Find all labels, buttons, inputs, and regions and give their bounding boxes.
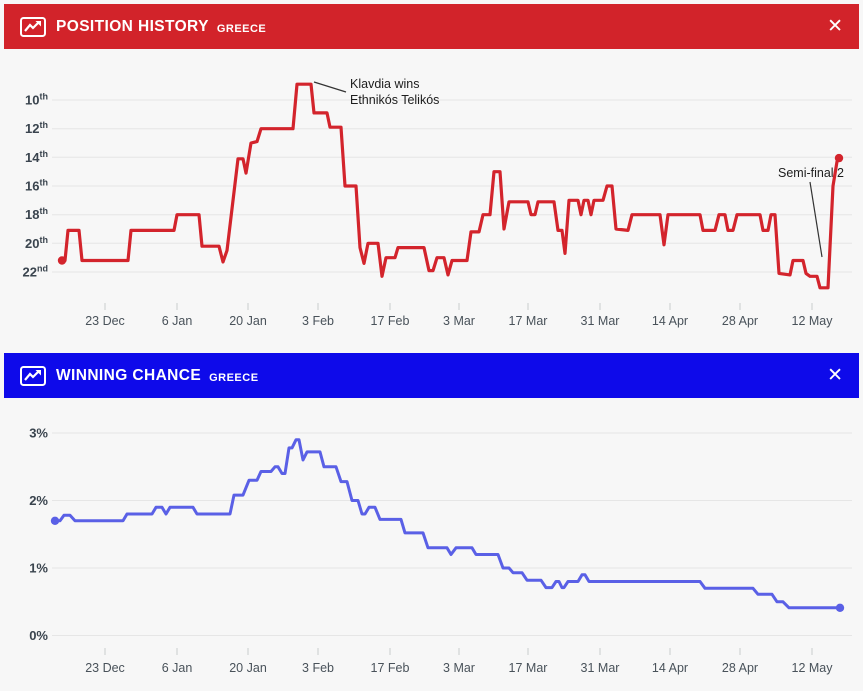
svg-text:31 Mar: 31 Mar xyxy=(581,661,620,675)
svg-text:Klavdia wins: Klavdia wins xyxy=(350,77,419,91)
svg-text:20 Jan: 20 Jan xyxy=(229,661,267,675)
panel-title: POSITION HISTORY xyxy=(56,17,209,35)
position-history-header: POSITION HISTORY GREECE ✕ xyxy=(4,4,859,49)
svg-text:6 Jan: 6 Jan xyxy=(162,661,193,675)
svg-text:16th: 16th xyxy=(25,178,48,194)
panel-subtitle: GREECE xyxy=(209,371,259,384)
svg-text:3 Mar: 3 Mar xyxy=(443,314,475,328)
svg-text:28 Apr: 28 Apr xyxy=(722,661,758,675)
svg-text:3 Feb: 3 Feb xyxy=(302,661,334,675)
svg-text:18th: 18th xyxy=(25,206,48,222)
winning-chance-chart: 3% 2% 1% 0% 23 Dec 6 Jan 20 Jan 3 Feb 17 Feb 3 Ma… xyxy=(29,426,852,675)
svg-text:14 Apr: 14 Apr xyxy=(652,314,688,328)
svg-text:2%: 2% xyxy=(29,493,48,508)
svg-text:17 Mar: 17 Mar xyxy=(509,661,548,675)
svg-text:12 May: 12 May xyxy=(792,314,834,328)
line-chart-icon xyxy=(20,16,46,37)
svg-text:1%: 1% xyxy=(29,561,48,576)
svg-text:Ethnikós Telikós: Ethnikós Telikós xyxy=(350,93,439,107)
svg-text:3 Feb: 3 Feb xyxy=(302,314,334,328)
svg-text:14 Apr: 14 Apr xyxy=(652,661,688,675)
close-icon[interactable]: ✕ xyxy=(827,365,843,386)
svg-text:12 May: 12 May xyxy=(792,661,834,675)
svg-text:28 Apr: 28 Apr xyxy=(722,314,758,328)
position-history-chart: 10th 12th 14th 16th 18th 20th 22nd 23 Dec 6 Jan 2… xyxy=(23,77,852,328)
svg-text:10th: 10th xyxy=(25,92,48,108)
svg-text:31 Mar: 31 Mar xyxy=(581,314,620,328)
svg-text:23 Dec: 23 Dec xyxy=(85,661,125,675)
panel-title: WINNING CHANCE xyxy=(56,366,202,384)
svg-text:3 Mar: 3 Mar xyxy=(443,661,475,675)
winning-chance-header: WINNING CHANCE GREECE ✕ xyxy=(4,353,859,398)
line-chart-icon xyxy=(20,365,46,386)
svg-text:12th: 12th xyxy=(25,120,48,136)
svg-text:14th: 14th xyxy=(25,149,48,165)
svg-text:20 Jan: 20 Jan xyxy=(229,314,267,328)
svg-text:17 Feb: 17 Feb xyxy=(371,661,410,675)
svg-text:23 Dec: 23 Dec xyxy=(85,314,125,328)
close-icon[interactable]: ✕ xyxy=(827,16,843,37)
svg-text:0%: 0% xyxy=(29,628,48,643)
svg-text:Semi-final 2: Semi-final 2 xyxy=(778,166,844,180)
svg-text:20th: 20th xyxy=(25,235,48,251)
svg-text:22nd: 22nd xyxy=(23,264,48,280)
panel-subtitle: GREECE xyxy=(216,22,267,35)
svg-text:17 Mar: 17 Mar xyxy=(509,314,548,328)
svg-text:17 Feb: 17 Feb xyxy=(371,314,410,328)
svg-text:6 Jan: 6 Jan xyxy=(162,314,193,328)
svg-text:3%: 3% xyxy=(29,426,48,441)
